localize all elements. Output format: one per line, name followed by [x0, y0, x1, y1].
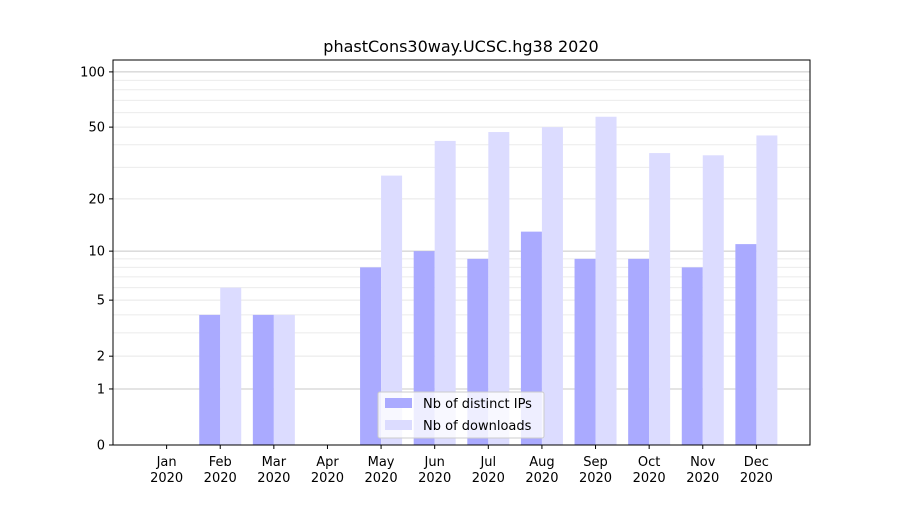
y-tick-label: 2	[97, 350, 105, 365]
x-tick-label: 2020	[633, 471, 666, 486]
bar-distinct-ips	[199, 314, 221, 445]
bar-distinct-ips	[252, 314, 274, 445]
legend: Nb of distinct IPs Nb of downloads	[377, 391, 545, 439]
bar-downloads	[434, 140, 456, 445]
x-tick-label: Sep	[583, 455, 608, 470]
legend-swatch-ips	[385, 398, 412, 408]
bar-downloads	[220, 287, 242, 445]
bar-downloads	[541, 127, 563, 445]
bar-downloads	[702, 155, 724, 445]
bar-distinct-ips	[681, 267, 703, 445]
x-tick-label: May	[368, 455, 395, 470]
x-tick-label: Apr	[316, 455, 339, 470]
legend-label-downloads: Nb of downloads	[423, 419, 532, 434]
x-tick-label: 2020	[740, 471, 773, 486]
axes-frame	[112, 59, 811, 446]
legend-swatch-downloads	[385, 420, 412, 430]
x-tick-label: 2020	[204, 471, 237, 486]
x-tick-label: 2020	[311, 471, 344, 486]
bar-downloads	[273, 314, 295, 445]
x-tick-label: Jul	[479, 455, 496, 470]
x-tick-label: 2020	[418, 471, 451, 486]
x-tick-label: Jan	[156, 455, 177, 470]
x-tick-label: 2020	[365, 471, 398, 486]
bar-distinct-ips	[574, 258, 596, 445]
bar-distinct-ips	[628, 258, 650, 445]
y-tick-label: 20	[88, 192, 105, 207]
x-tick-label: 2020	[257, 471, 290, 486]
bar-downloads	[649, 153, 671, 445]
x-tick-label: 2020	[525, 471, 558, 486]
y-tick-label: 1	[97, 382, 105, 397]
x-tick-label: Dec	[744, 455, 769, 470]
x-tick-label: 2020	[472, 471, 505, 486]
legend-label-ips: Nb of distinct IPs	[423, 397, 532, 412]
y-tick-label: 50	[88, 121, 105, 136]
y-tick-label: 5	[97, 294, 105, 309]
bar-downloads	[381, 175, 403, 445]
y-tick-label: 0	[97, 439, 105, 454]
x-tick-label: 2020	[579, 471, 612, 486]
x-tick-label: Oct	[638, 455, 660, 470]
y-tick-label: 100	[80, 65, 105, 80]
x-tick-label: Mar	[262, 455, 287, 470]
x-tick-label: Jun	[424, 455, 445, 470]
x-tick-label: 2020	[150, 471, 183, 486]
x-tick-label: Aug	[529, 455, 554, 470]
bar-downloads	[488, 132, 510, 446]
bar-downloads	[756, 135, 778, 445]
chart-title: phastCons30way.UCSC.hg38 2020	[323, 37, 598, 56]
x-tick-label: Feb	[209, 455, 232, 470]
y-tick-label: 10	[88, 245, 105, 260]
x-tick-label: Nov	[690, 455, 716, 470]
bar-downloads	[595, 116, 617, 445]
bar-distinct-ips	[360, 267, 382, 445]
bar-distinct-ips	[735, 244, 757, 445]
x-tick-label: 2020	[686, 471, 719, 486]
